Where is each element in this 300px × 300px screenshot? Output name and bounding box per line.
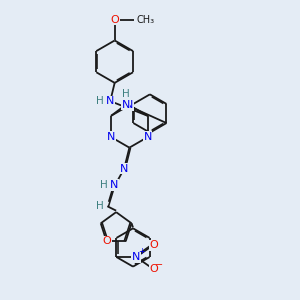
Text: N: N: [144, 132, 152, 142]
Text: H: H: [122, 89, 130, 99]
Text: O: O: [149, 264, 158, 274]
Text: N: N: [132, 252, 140, 262]
Text: N: N: [106, 96, 114, 106]
Text: N: N: [120, 164, 128, 174]
Text: O: O: [102, 236, 111, 246]
Text: +: +: [138, 247, 145, 256]
Text: O: O: [149, 240, 158, 250]
Text: O: O: [110, 15, 119, 25]
Text: H: H: [100, 180, 107, 190]
Text: N: N: [122, 100, 130, 110]
Text: N: N: [125, 100, 134, 110]
Text: N: N: [107, 132, 115, 142]
Text: −: −: [155, 260, 163, 270]
Text: CH₃: CH₃: [136, 15, 154, 25]
Text: N: N: [110, 180, 118, 190]
Text: H: H: [96, 96, 104, 106]
Text: H: H: [96, 201, 104, 211]
